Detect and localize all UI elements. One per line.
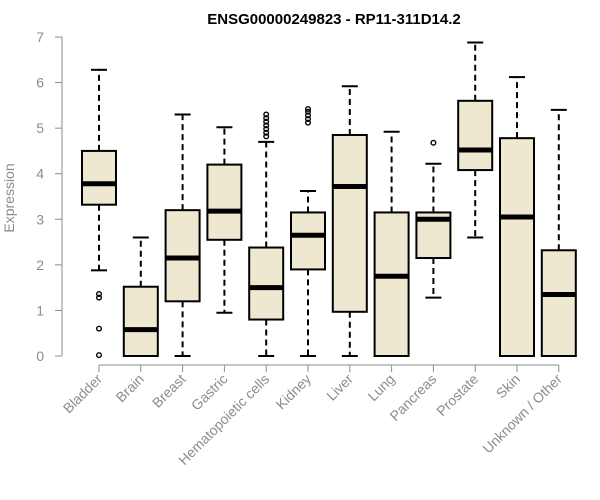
outlier-point: [305, 108, 312, 115]
box-series: [81, 41, 577, 359]
x-tick-label: Prostate: [433, 371, 481, 419]
y-tick-label: 1: [36, 302, 44, 318]
box-10: [499, 76, 535, 357]
x-tick-label: Breast: [149, 371, 189, 411]
outlier-point: [263, 115, 270, 122]
box-9: [457, 41, 494, 239]
y-tick-label: 7: [36, 29, 44, 45]
box-2: [164, 113, 201, 357]
outlier-point: [305, 116, 312, 123]
box-8: [415, 139, 452, 299]
y-tick-label: 4: [36, 166, 44, 182]
outlier-point: [263, 122, 270, 129]
y-tick-label: 0: [36, 348, 44, 364]
y-tick-label: 5: [36, 120, 44, 136]
box-rect: [373, 211, 410, 357]
outlier-point: [95, 325, 102, 332]
box-rect: [499, 137, 535, 357]
box-rect: [248, 246, 285, 321]
box-6: [331, 85, 368, 357]
outlier-point: [95, 352, 102, 359]
chart-title: ENSG00000249823 - RP11-311D14.2: [207, 11, 461, 28]
outlier-point: [263, 126, 270, 133]
box-rect: [122, 285, 159, 357]
box-rect: [206, 163, 243, 241]
outlier-point: [95, 294, 102, 301]
box-1: [122, 236, 159, 357]
x-tick-label: Lung: [364, 371, 397, 404]
box-3: [206, 126, 243, 314]
outlier-point: [305, 112, 312, 119]
box-rect: [457, 99, 494, 172]
y-axis: 0 1 2 3 4 5 6 7: [36, 29, 63, 364]
box-rect: [290, 211, 326, 271]
outlier-point: [263, 133, 270, 140]
outlier-point: [430, 139, 437, 146]
box-0: [81, 68, 117, 359]
y-tick-label: 3: [36, 211, 44, 227]
box-rect: [540, 249, 577, 358]
box-4: [248, 111, 285, 357]
box-11: [540, 108, 577, 358]
outlier-point: [95, 291, 102, 298]
y-tick-label: 2: [36, 257, 44, 273]
x-tick-label: Brain: [112, 371, 146, 405]
x-tick-label: Kidney: [273, 371, 315, 413]
box-rect: [81, 149, 117, 206]
outlier-point: [305, 119, 312, 126]
box-5: [290, 106, 326, 357]
box-7: [373, 130, 410, 357]
x-tick-label: Liver: [323, 371, 356, 404]
outlier-point: [263, 111, 270, 118]
outlier-point: [263, 118, 270, 125]
box-rect: [331, 133, 368, 313]
x-tick-label: Bladder: [60, 371, 106, 417]
y-tick-label: 6: [36, 75, 44, 91]
outlier-point: [263, 129, 270, 136]
outlier-point: [305, 106, 312, 113]
x-tick-label: Skin: [493, 371, 524, 402]
x-tick-label: Unknown / Other: [479, 371, 565, 457]
y-axis-label: Expression: [1, 163, 17, 232]
